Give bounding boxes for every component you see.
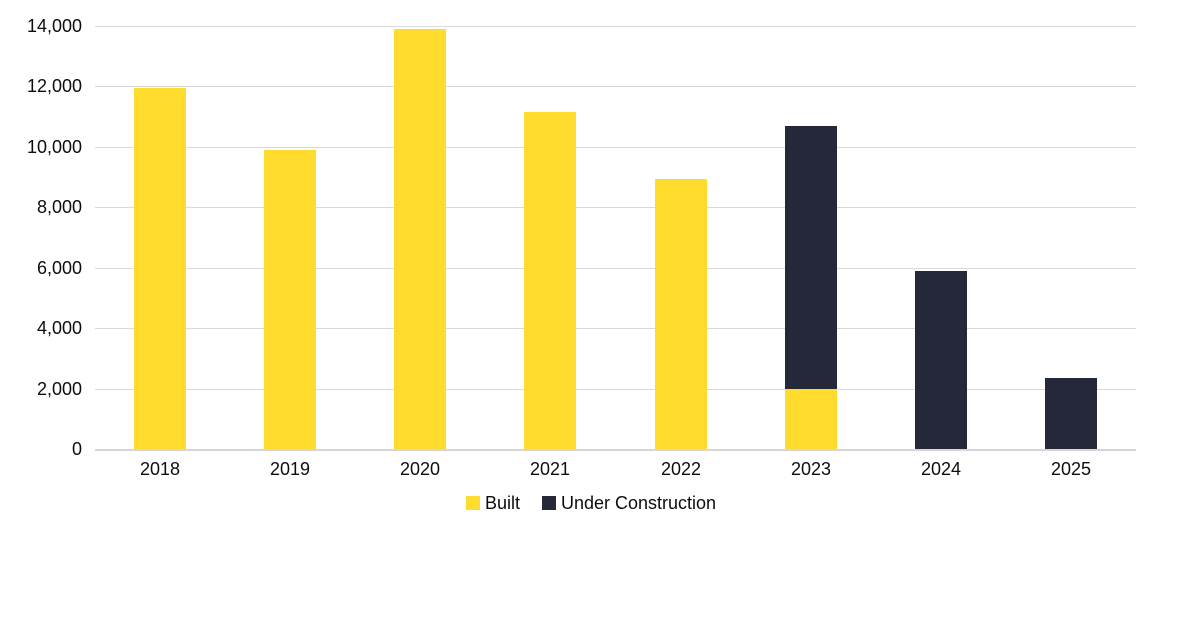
square-swatch-icon [541,496,556,510]
bar-2020-built [394,29,446,449]
y-tick-label-6000: 6,000 [36,258,82,278]
x-tick-label-2023: 2023 [790,459,832,479]
gridline-12000 [95,86,1136,87]
bar-2024-under-construction [915,271,967,449]
legend-item-under-construction: Under Construction [541,493,717,513]
legend: Built Under Construction [0,494,1182,512]
x-tick-label-2021: 2021 [529,459,571,479]
y-tick-label-10000: 10,000 [26,137,82,157]
gridline-8000 [95,207,1136,208]
y-tick-label-0: 0 [71,439,82,459]
x-tick-label-2024: 2024 [920,459,962,479]
x-tick-label-2025: 2025 [1050,459,1092,479]
x-tick-label-2022: 2022 [660,459,702,479]
bar-2023-under-construction [785,126,837,389]
gridline-6000 [95,268,1136,269]
y-tick-label-2000: 2,000 [36,379,82,399]
x-tick-label-2020: 2020 [399,459,441,479]
gridline-0 [95,449,1136,451]
y-tick-label-14000: 14,000 [26,16,82,36]
legend-item-built: Built [465,493,520,513]
gridline-4000 [95,328,1136,329]
square-swatch-icon [465,496,480,510]
y-tick-label-4000: 4,000 [36,318,82,338]
x-tick-label-2019: 2019 [269,459,311,479]
bar-2025-under-construction [1045,378,1097,449]
bar-2022-built [655,179,707,449]
x-tick-label-2018: 2018 [139,459,181,479]
y-tick-label-12000: 12,000 [26,76,82,96]
bar-2021-built [524,112,576,449]
bar-2023-built [785,389,837,449]
gridline-2000 [95,389,1136,390]
bar-2018-built [134,88,186,449]
y-tick-label-8000: 8,000 [36,197,82,217]
gridline-14000 [95,26,1136,27]
gridline-10000 [95,147,1136,148]
legend-label: Under Construction [560,493,717,513]
legend-label: Built [484,493,520,513]
bar-2019-built [264,150,316,449]
